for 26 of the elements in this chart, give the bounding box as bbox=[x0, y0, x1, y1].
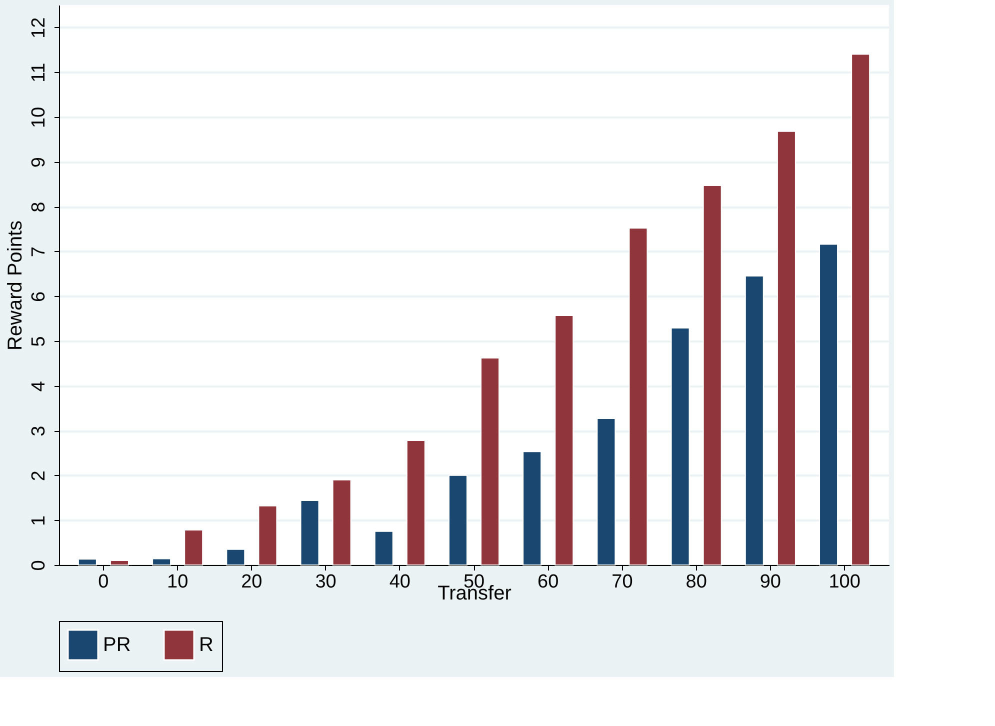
y-tick-label: 9 bbox=[28, 157, 50, 168]
x-tick-label: 60 bbox=[538, 572, 559, 592]
y-tick-label: 11 bbox=[28, 62, 50, 83]
y-tick-label: 1 bbox=[28, 515, 50, 526]
legend-label: R bbox=[199, 634, 214, 656]
y-tick-label: 0 bbox=[28, 560, 50, 571]
y-tick-label: 10 bbox=[28, 106, 50, 128]
x-tick-label: 80 bbox=[686, 572, 707, 592]
y-tick-label: 3 bbox=[28, 426, 50, 436]
y-axis-title: Reward Points bbox=[4, 220, 26, 351]
x-tick-label: 0 bbox=[98, 572, 109, 592]
x-tick-label: 70 bbox=[612, 572, 633, 592]
y-tick-label: 7 bbox=[28, 246, 50, 258]
y-tick-label: 8 bbox=[28, 202, 50, 212]
legend-label: PR bbox=[103, 634, 131, 656]
y-tick-label: 5 bbox=[28, 336, 50, 347]
x-tick-label: 100 bbox=[828, 572, 860, 592]
y-tick-label: 6 bbox=[28, 291, 50, 302]
x-tick-label: 40 bbox=[389, 572, 410, 592]
y-tick-label: 4 bbox=[28, 380, 50, 392]
x-tick-label: 10 bbox=[167, 572, 188, 592]
y-tick-label: 12 bbox=[28, 17, 50, 38]
x-tick-label: 20 bbox=[241, 572, 262, 592]
x-tick-label: 90 bbox=[760, 572, 781, 592]
y-tick-label: 2 bbox=[28, 470, 50, 482]
x-tick-label: 30 bbox=[315, 572, 336, 592]
